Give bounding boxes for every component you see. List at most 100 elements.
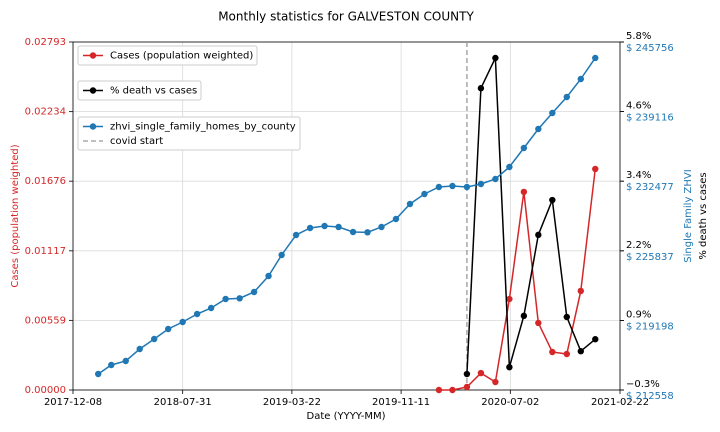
y2-tick-label: 3.4% <box>626 170 651 181</box>
y2-axis-label: % death vs cases <box>698 172 709 259</box>
series-point <box>520 312 528 320</box>
x-tick-label: 2019-03-22 <box>263 397 321 408</box>
series-point <box>592 165 599 173</box>
y-tick-label: 0.02793 <box>25 37 66 48</box>
series-point <box>236 295 243 302</box>
series-point <box>421 190 428 198</box>
series-point <box>549 196 556 204</box>
series-point <box>577 75 584 83</box>
series-point <box>321 222 328 230</box>
series-point <box>95 370 102 378</box>
series-point <box>477 85 485 92</box>
x-tick-label: 2019-11-11 <box>372 397 430 408</box>
y2-tick-label: −0.3% <box>626 379 660 390</box>
x-tick-label: 2020-07-02 <box>481 397 539 408</box>
y-tick-label: 0.01676 <box>25 176 66 187</box>
series-point <box>207 304 215 312</box>
series-point <box>535 231 542 239</box>
series-point <box>563 313 570 321</box>
series-point <box>506 295 513 303</box>
series-point <box>406 200 414 208</box>
y-axis-label: Cases (population weighted) <box>10 144 21 287</box>
legend-label: % death vs cases <box>110 86 197 97</box>
x-tick-label: 2018-07-31 <box>154 397 212 408</box>
x-tick-label: 2017-12-08 <box>44 397 102 408</box>
series-point <box>193 310 201 318</box>
legend-box <box>77 45 258 66</box>
series-point <box>492 54 499 62</box>
y3-tick-label: $ 212558 <box>626 391 674 402</box>
series-point <box>463 370 471 378</box>
series-point <box>179 318 186 326</box>
y2-tick-label: 4.6% <box>626 101 651 112</box>
series-point <box>577 287 584 295</box>
series-point <box>449 182 456 190</box>
series-point <box>563 93 570 101</box>
series-point <box>535 319 542 327</box>
series-line <box>438 168 597 391</box>
legend-label: covid start <box>110 136 163 147</box>
y-tick-label: 0.00559 <box>25 315 66 326</box>
plot-frame <box>72 41 621 391</box>
series-point <box>165 325 172 333</box>
series-point <box>265 272 272 280</box>
series-point <box>435 386 443 394</box>
y2-tick-label: 2.2% <box>626 240 651 251</box>
series-point <box>549 109 556 117</box>
y2-tick-label: 0.9% <box>626 309 651 320</box>
series-point <box>392 215 400 223</box>
series-point <box>506 163 513 171</box>
legend-label: zhvi_single_family_homes_by_county <box>110 122 296 133</box>
y-tick-label: 0.00000 <box>25 385 66 396</box>
x-tick-label: 2021-02-22 <box>591 397 649 408</box>
y-tick-label: 0.01117 <box>25 246 66 257</box>
series-point <box>520 144 528 152</box>
y2-tick-label: 5.8% <box>626 31 651 42</box>
series-point <box>477 369 485 377</box>
y3-axis-label: Single Family ZHVI <box>683 169 694 262</box>
series-point <box>378 223 385 231</box>
series-point <box>449 386 456 394</box>
series-point <box>477 180 485 188</box>
y3-tick-label: $ 219198 <box>626 321 674 332</box>
series-point <box>463 183 471 191</box>
series-point <box>520 188 528 196</box>
series-point <box>335 223 342 231</box>
y3-tick-label: $ 232477 <box>626 182 674 193</box>
series-point <box>278 251 285 259</box>
series-point <box>136 345 143 353</box>
legend-label: Cases (population weighted) <box>110 51 253 62</box>
series-point <box>492 378 499 386</box>
series-point <box>151 335 158 343</box>
series-point <box>222 295 229 303</box>
y-tick-label: 0.02234 <box>25 107 66 118</box>
series-point <box>506 363 513 371</box>
series-point <box>108 361 115 369</box>
series-point <box>463 383 471 391</box>
series-point <box>122 357 129 365</box>
y3-tick-label: $ 245756 <box>626 43 674 54</box>
chart-title: Monthly statistics for GALVESTON COUNTY <box>218 10 474 24</box>
y3-tick-label: $ 239116 <box>626 113 674 124</box>
series-point <box>592 54 599 62</box>
series-point <box>549 348 556 356</box>
series-point <box>592 336 599 343</box>
legend-box <box>77 116 301 151</box>
series-point <box>535 125 542 133</box>
legend-marker <box>89 87 97 94</box>
series-point <box>563 350 570 358</box>
legend-marker <box>89 123 97 130</box>
series-point <box>364 229 371 236</box>
series-point <box>292 231 300 239</box>
x-axis-label: Date (YYYY-MM) <box>307 411 386 422</box>
series-line <box>466 57 596 375</box>
series-point <box>250 288 258 296</box>
series-point <box>306 224 314 232</box>
legend-box <box>77 80 202 101</box>
series-point <box>577 348 584 355</box>
series-point <box>492 175 499 183</box>
series-point <box>349 228 357 236</box>
y3-tick-label: $ 225837 <box>626 252 674 263</box>
